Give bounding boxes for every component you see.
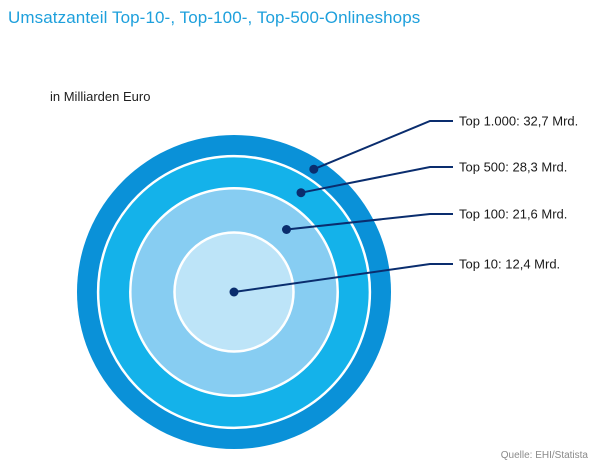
- leader-line-top-10: [233, 263, 453, 293]
- marker-dot-top-1-000: [309, 164, 319, 174]
- data-label-top-1-000: Top 1.000: 32,7 Mrd.: [459, 114, 578, 129]
- marker-dot-top-10: [229, 287, 239, 297]
- source-note: Quelle: EHI/Statista: [500, 450, 588, 461]
- data-label-top-100: Top 100: 21,6 Mrd.: [459, 207, 567, 222]
- marker-dot-top-500: [296, 188, 306, 198]
- chart-title: Umsatzanteil Top-10-, Top-100-, Top-500-…: [8, 8, 421, 27]
- leader-line-top-500: [300, 166, 453, 194]
- data-label-top-500: Top 500: 28,3 Mrd.: [459, 160, 567, 175]
- leader-line-top-1-000: [313, 120, 453, 171]
- marker-dot-top-100: [282, 225, 291, 234]
- data-label-top-10: Top 10: 12,4 Mrd.: [459, 257, 560, 272]
- unit-label: in Milliarden Euro: [50, 89, 151, 104]
- leader-line-top-100: [286, 213, 453, 231]
